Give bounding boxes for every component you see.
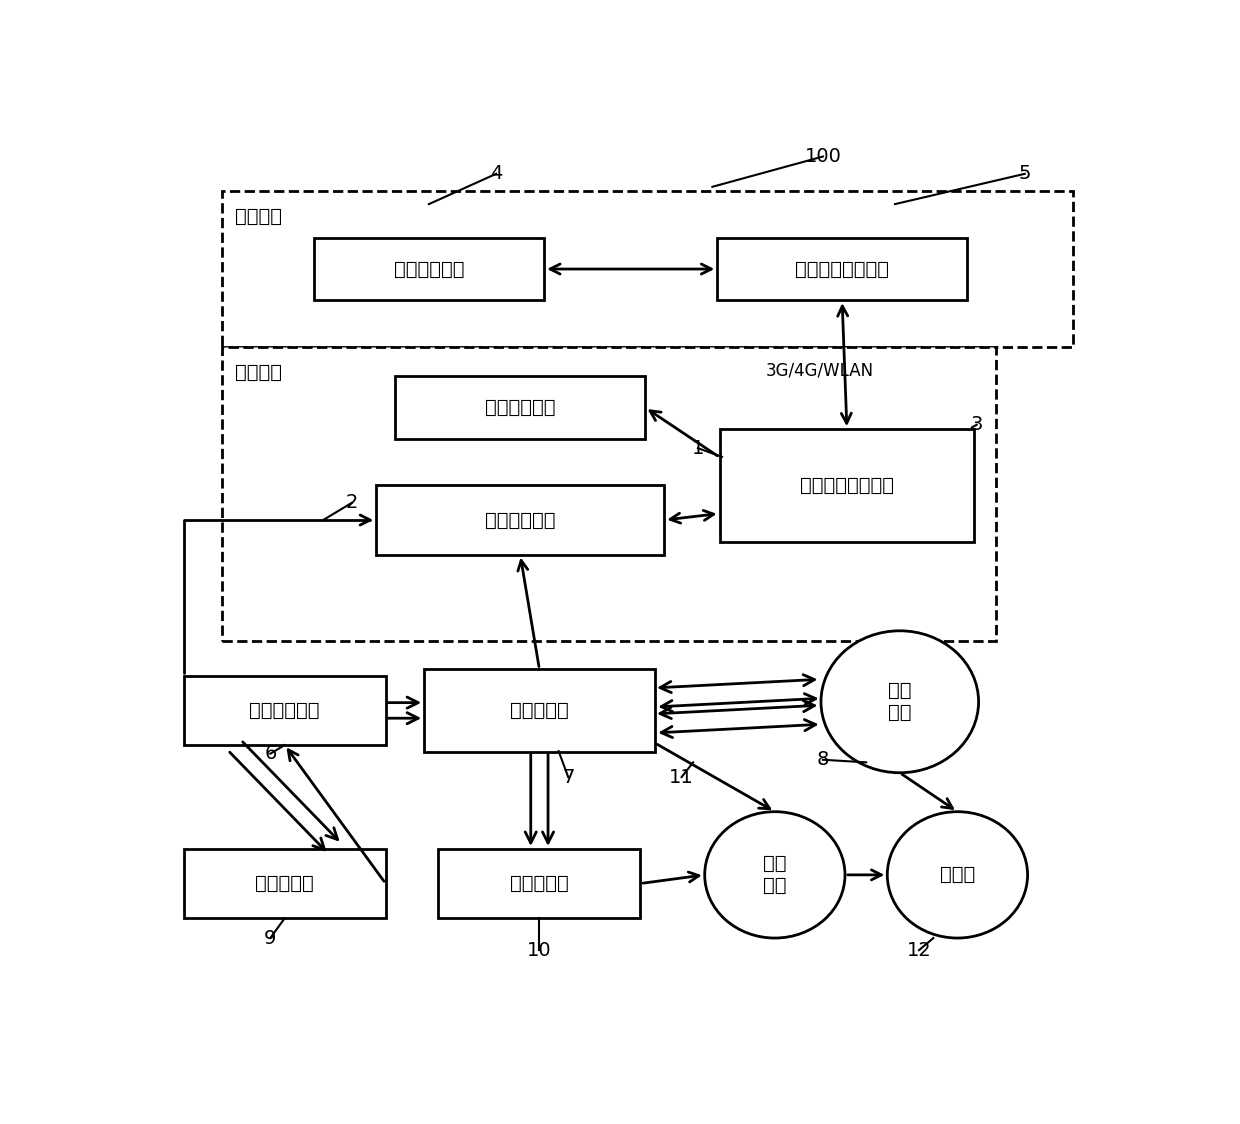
Text: 故障诊断单元: 故障诊断单元 (393, 260, 464, 279)
Text: 1: 1 (692, 438, 704, 457)
Text: 8: 8 (817, 750, 830, 769)
FancyBboxPatch shape (717, 238, 967, 300)
Text: 7: 7 (562, 768, 574, 787)
Text: 100: 100 (805, 147, 841, 166)
Text: 人机接口单元: 人机接口单元 (485, 398, 556, 417)
Text: 网络控制系统: 网络控制系统 (249, 701, 320, 720)
FancyBboxPatch shape (222, 347, 996, 641)
Text: 辅助变压器: 辅助变压器 (510, 874, 569, 894)
FancyBboxPatch shape (184, 676, 386, 745)
Text: 牵引
电机: 牵引 电机 (888, 681, 911, 723)
Circle shape (704, 812, 844, 939)
Text: 冷却塔: 冷却塔 (940, 865, 975, 885)
Text: 车载部分: 车载部分 (234, 363, 281, 381)
Text: 牵引变流器: 牵引变流器 (510, 701, 569, 720)
FancyBboxPatch shape (184, 849, 386, 918)
Text: 6: 6 (264, 744, 277, 763)
Text: 3G/4G/WLAN: 3G/4G/WLAN (765, 361, 873, 379)
Text: 3: 3 (971, 415, 983, 434)
FancyBboxPatch shape (439, 849, 640, 918)
FancyBboxPatch shape (376, 486, 665, 554)
Text: 辅助
设备: 辅助 设备 (763, 854, 786, 896)
Circle shape (821, 631, 978, 772)
Text: 地面数据中心单元: 地面数据中心单元 (795, 260, 889, 279)
Text: 2: 2 (346, 493, 358, 513)
Text: 事件记录单元: 事件记录单元 (485, 510, 556, 529)
Text: 车载数据中心单元: 车载数据中心单元 (800, 475, 894, 495)
FancyBboxPatch shape (719, 429, 975, 542)
Text: 地面部分: 地面部分 (234, 207, 281, 226)
FancyBboxPatch shape (424, 669, 655, 752)
Text: 11: 11 (670, 768, 694, 787)
Text: 牵引变压器: 牵引变压器 (255, 874, 314, 894)
Text: 10: 10 (527, 941, 552, 960)
Circle shape (888, 812, 1028, 939)
Text: 12: 12 (906, 941, 931, 960)
Text: 5: 5 (1018, 164, 1030, 183)
Text: 4: 4 (490, 164, 502, 183)
FancyBboxPatch shape (396, 377, 645, 438)
FancyBboxPatch shape (222, 191, 1073, 347)
Text: 9: 9 (264, 928, 277, 948)
FancyBboxPatch shape (314, 238, 544, 300)
